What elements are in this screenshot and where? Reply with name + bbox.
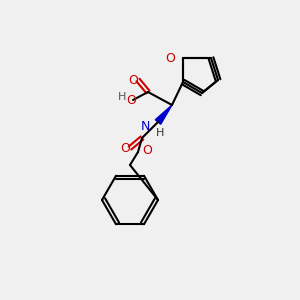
Text: O: O bbox=[120, 142, 130, 154]
Text: H: H bbox=[156, 128, 164, 138]
Text: N: N bbox=[141, 119, 150, 133]
Text: O: O bbox=[128, 74, 138, 86]
Text: O: O bbox=[126, 94, 136, 106]
Polygon shape bbox=[155, 105, 172, 124]
Text: H: H bbox=[118, 92, 126, 102]
Text: O: O bbox=[142, 143, 152, 157]
Text: O: O bbox=[165, 52, 175, 64]
